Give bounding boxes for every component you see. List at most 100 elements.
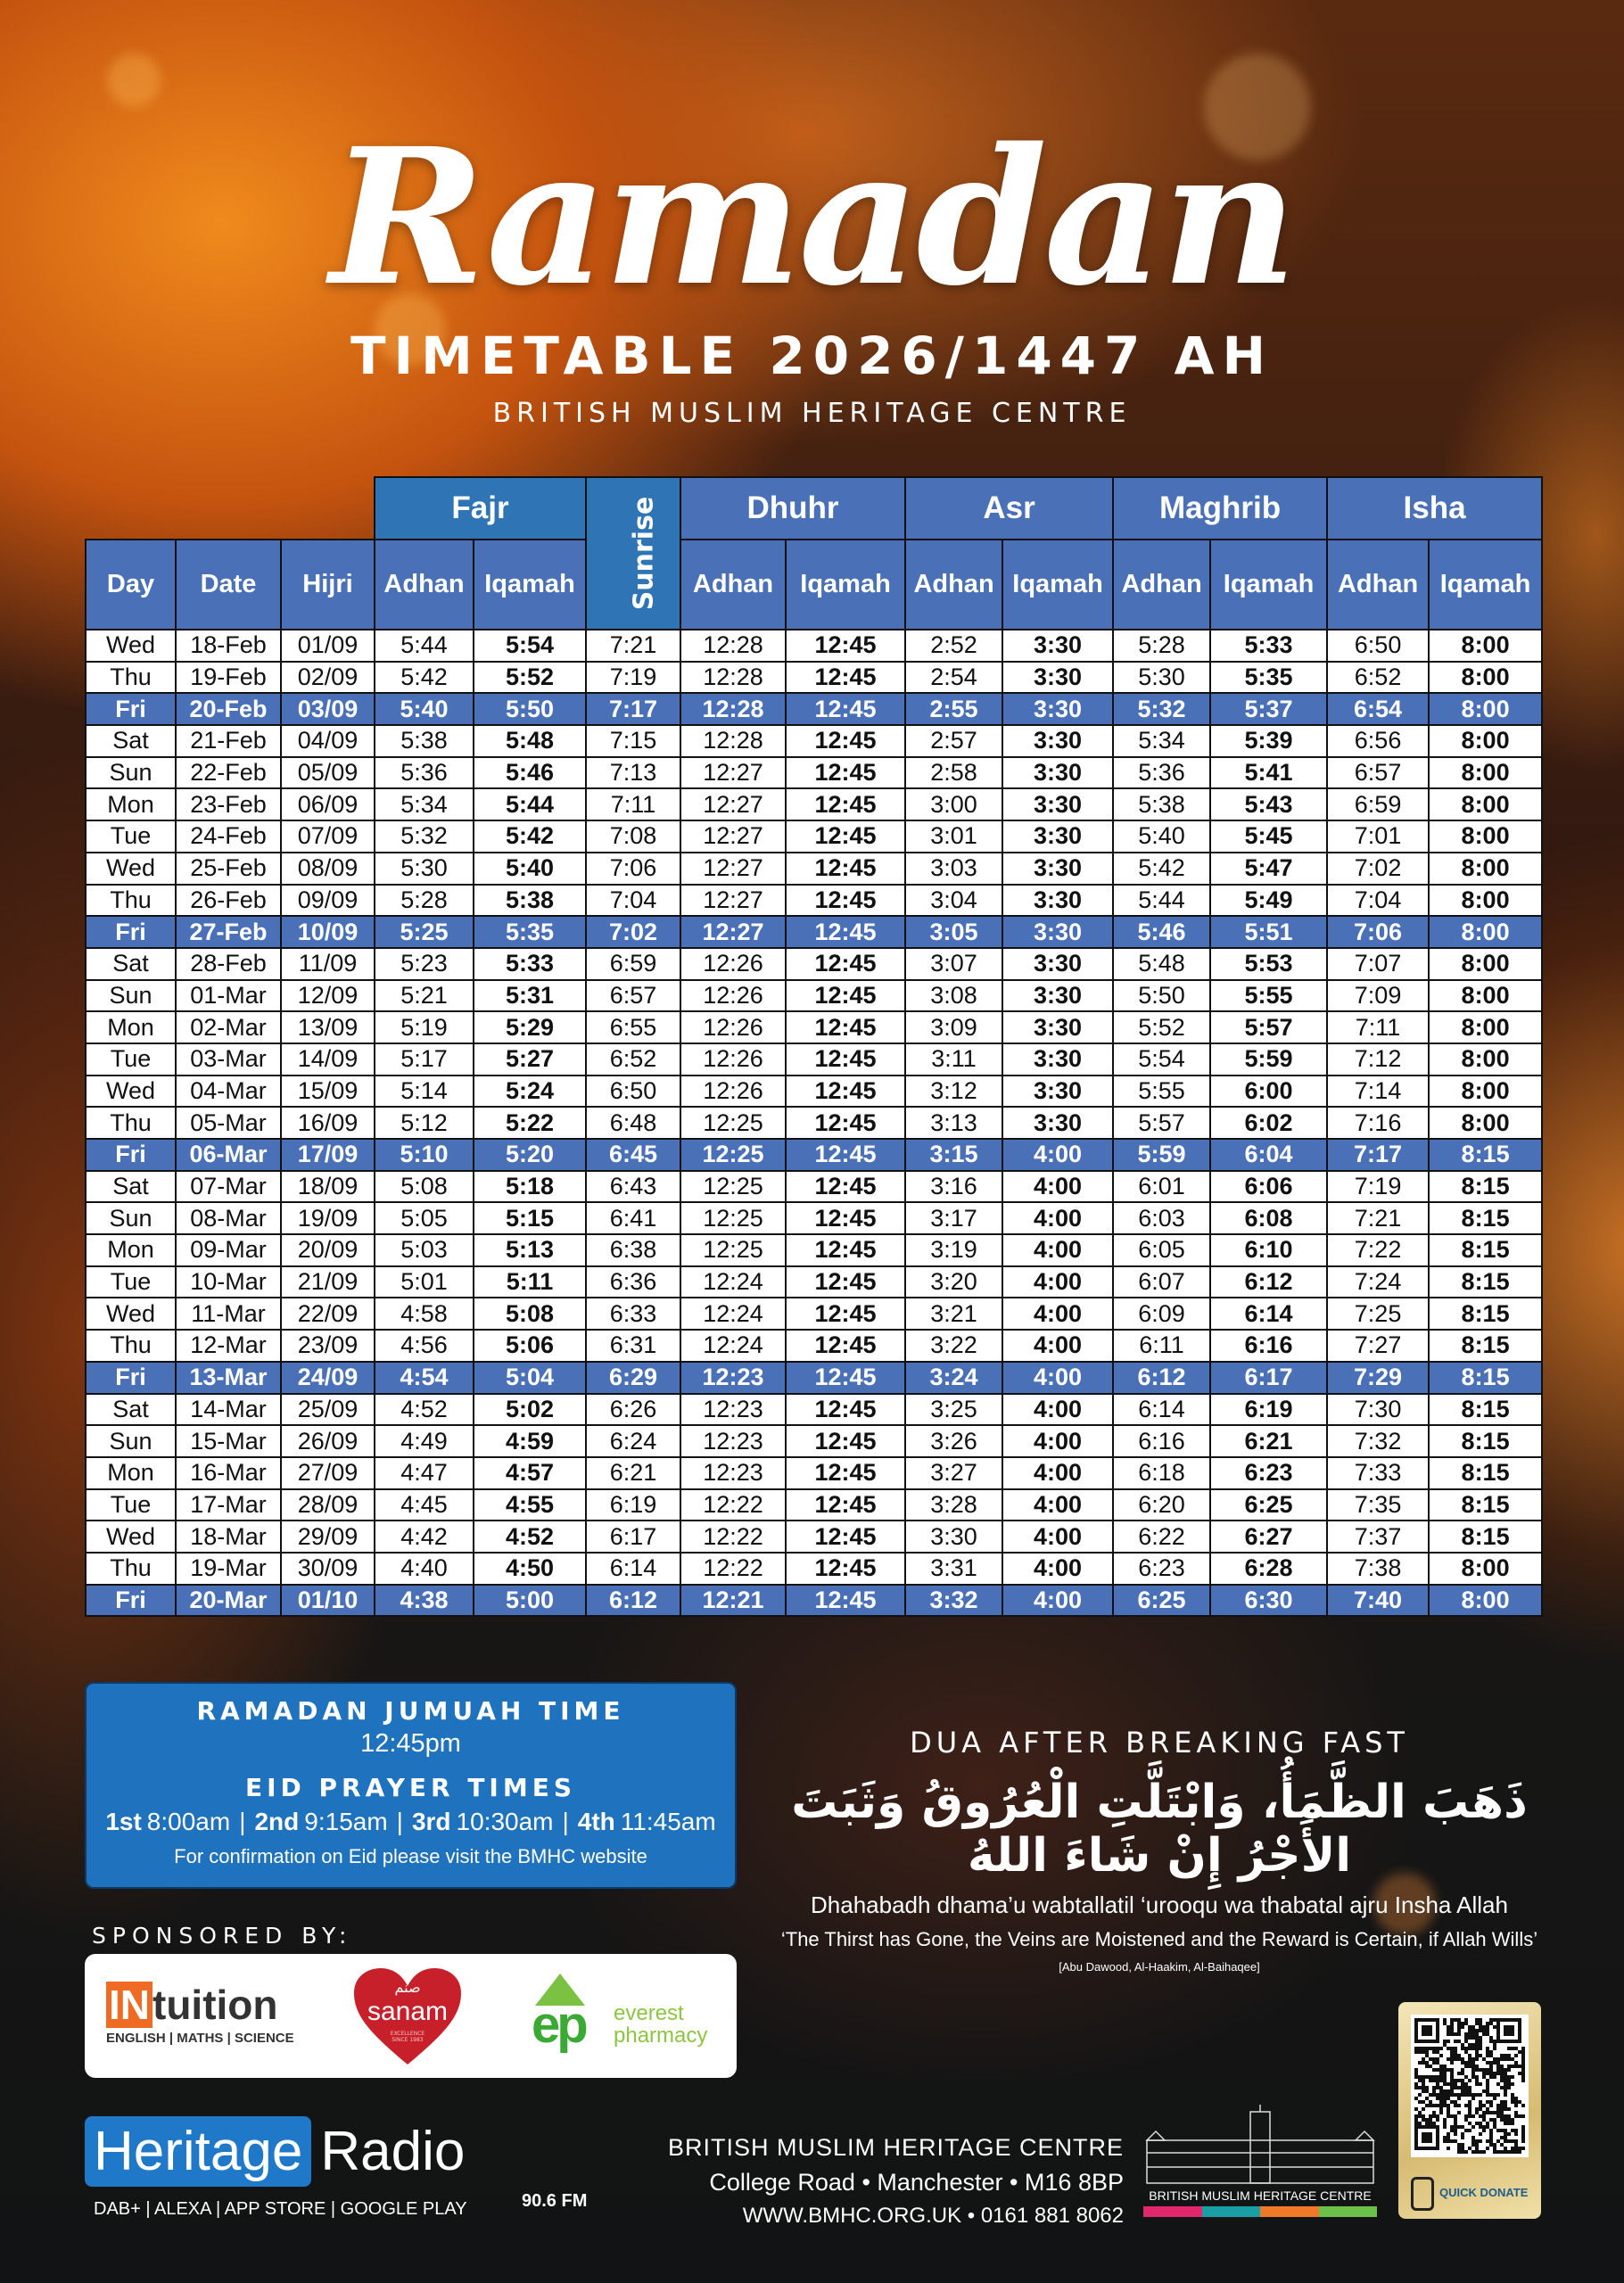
prayer-timetable: Fajr Sunrise Dhuhr Asr Maghrib Isha Day D… bbox=[85, 476, 1544, 1618]
cell-dhuhr-adhan: 12:26 bbox=[680, 1074, 787, 1109]
cell-maghrib-iqamah: 6:28 bbox=[1209, 1551, 1329, 1586]
cell-day: Sat bbox=[85, 1169, 177, 1204]
cell-fajr-adhan: 5:38 bbox=[374, 724, 475, 758]
cell-isha-adhan: 7:07 bbox=[1326, 946, 1430, 981]
cell-maghrib-iqamah: 6:25 bbox=[1209, 1488, 1329, 1522]
cell-day: Mon bbox=[85, 1010, 177, 1044]
cell-sunrise: 6:33 bbox=[585, 1297, 682, 1331]
jumuah-heading: RAMADAN JUMUAH TIME bbox=[196, 1696, 625, 1726]
cell-sunrise: 6:38 bbox=[585, 1233, 682, 1267]
cell-fajr-iqamah: 5:06 bbox=[473, 1329, 588, 1363]
timetable-body: Wed 18-Feb 01/09 5:44 5:54 7:21 12:28 12:45 2:52… bbox=[85, 629, 1544, 1618]
cell-day: Fri bbox=[85, 1138, 177, 1172]
qr-code-icon[interactable] bbox=[1411, 2015, 1529, 2157]
cell-sunrise: 7:02 bbox=[585, 915, 682, 949]
cell-hijri: 30/09 bbox=[279, 1551, 376, 1586]
cell-fajr-iqamah: 4:59 bbox=[473, 1424, 588, 1458]
cell-maghrib-iqamah: 6:02 bbox=[1209, 1106, 1329, 1140]
eid-jamaat-time: 8:00am bbox=[146, 1808, 231, 1835]
cell-maghrib-iqamah: 5:53 bbox=[1209, 946, 1329, 981]
cell-dhuhr-adhan: 12:28 bbox=[680, 629, 787, 663]
quick-donate-card[interactable]: QUICK DONATE bbox=[1398, 2002, 1541, 2219]
cell-asr-iqamah: 3:30 bbox=[1002, 978, 1115, 1013]
bmhc-logo-stripes bbox=[1143, 2206, 1377, 2217]
table-row: Fri 13-Mar 24/09 4:54 5:04 6:29 12:23 12:45 3:24… bbox=[85, 1360, 1544, 1395]
cell-asr-iqamah: 4:00 bbox=[1002, 1551, 1115, 1586]
cell-dhuhr-adhan: 12:27 bbox=[680, 755, 787, 790]
cell-day: Thu bbox=[85, 1551, 177, 1586]
cell-hijri: 11/09 bbox=[279, 946, 376, 981]
cell-isha-adhan: 7:01 bbox=[1326, 820, 1430, 853]
cell-hijri: 18/09 bbox=[279, 1169, 376, 1204]
cell-maghrib-adhan: 5:55 bbox=[1112, 1074, 1212, 1109]
bokeh-light bbox=[375, 294, 446, 366]
cell-asr-adhan: 3:25 bbox=[904, 1392, 1004, 1427]
cell-maghrib-iqamah: 6:14 bbox=[1209, 1297, 1329, 1331]
cell-sunrise: 6:17 bbox=[585, 1520, 682, 1554]
cell-date: 19-Feb bbox=[175, 660, 282, 695]
cell-dhuhr-iqamah: 12:45 bbox=[785, 1392, 907, 1427]
cell-maghrib-iqamah: 6:04 bbox=[1209, 1138, 1329, 1172]
cell-sunrise: 7:17 bbox=[585, 692, 682, 727]
cell-dhuhr-adhan: 12:25 bbox=[680, 1201, 787, 1236]
separator: | bbox=[396, 1808, 403, 1835]
cell-asr-adhan: 3:04 bbox=[904, 883, 1004, 918]
cell-sunrise: 6:41 bbox=[585, 1201, 682, 1236]
quick-donate-label[interactable]: QUICK DONATE bbox=[1439, 2186, 1529, 2199]
cell-dhuhr-iqamah: 12:45 bbox=[785, 1169, 907, 1204]
cell-fajr-adhan: 5:34 bbox=[374, 787, 475, 822]
cell-fajr-iqamah: 5:52 bbox=[473, 660, 588, 695]
eid-jamaat-label: 4th bbox=[577, 1808, 615, 1835]
cell-maghrib-iqamah: 6:10 bbox=[1209, 1233, 1329, 1267]
everest-name-line2: pharmacy bbox=[614, 2023, 708, 2048]
footer-contact[interactable]: WWW.BMHC.ORG.UK • 0161 881 8062 bbox=[742, 2204, 1124, 2228]
group-header-dhuhr: Dhuhr bbox=[680, 476, 907, 540]
table-row: Thu 19-Feb 02/09 5:42 5:52 7:19 12:28 12:45 2:54… bbox=[85, 660, 1544, 695]
cell-isha-iqamah: 8:00 bbox=[1428, 629, 1544, 663]
cell-asr-iqamah: 4:00 bbox=[1002, 1201, 1115, 1236]
cell-maghrib-iqamah: 5:51 bbox=[1209, 915, 1329, 949]
cell-maghrib-iqamah: 5:41 bbox=[1209, 755, 1329, 790]
cell-isha-iqamah: 8:15 bbox=[1428, 1233, 1544, 1267]
cell-maghrib-iqamah: 5:45 bbox=[1209, 820, 1329, 853]
cell-sunrise: 6:19 bbox=[585, 1488, 682, 1522]
cell-hijri: 19/09 bbox=[279, 1201, 376, 1236]
cell-date: 12-Mar bbox=[175, 1329, 282, 1363]
cell-sunrise: 6:43 bbox=[585, 1169, 682, 1204]
cell-fajr-iqamah: 5:13 bbox=[473, 1233, 588, 1267]
cell-dhuhr-iqamah: 12:45 bbox=[785, 1329, 907, 1363]
cell-isha-adhan: 7:33 bbox=[1326, 1455, 1430, 1490]
cell-fajr-adhan: 5:10 bbox=[374, 1138, 475, 1172]
cell-fajr-iqamah: 5:35 bbox=[473, 915, 588, 949]
table-row: Fri 06-Mar 17/09 5:10 5:20 6:45 12:25 12:45 3:15… bbox=[85, 1138, 1544, 1172]
cell-isha-adhan: 7:04 bbox=[1326, 883, 1430, 918]
cell-sunrise: 6:29 bbox=[585, 1360, 682, 1395]
column-header-asr-adhan: Adhan bbox=[904, 539, 1004, 631]
cell-hijri: 07/09 bbox=[279, 820, 376, 853]
cell-asr-adhan: 3:30 bbox=[904, 1520, 1004, 1554]
cell-maghrib-iqamah: 5:33 bbox=[1209, 629, 1329, 663]
cell-fajr-adhan: 5:05 bbox=[374, 1201, 475, 1236]
cell-fajr-iqamah: 5:46 bbox=[473, 755, 588, 790]
eid-jamaat-time: 10:30am bbox=[456, 1808, 554, 1835]
cell-dhuhr-adhan: 12:22 bbox=[680, 1551, 787, 1586]
cell-dhuhr-adhan: 12:27 bbox=[680, 851, 787, 886]
cell-dhuhr-iqamah: 12:45 bbox=[785, 915, 907, 949]
cell-asr-iqamah: 3:30 bbox=[1002, 946, 1115, 981]
cell-sunrise: 7:19 bbox=[585, 660, 682, 695]
table-row: Wed 25-Feb 08/09 5:30 5:40 7:06 12:27 12:45 3:03… bbox=[85, 851, 1544, 886]
cell-asr-iqamah: 3:30 bbox=[1002, 755, 1115, 790]
cell-isha-iqamah: 8:00 bbox=[1428, 1010, 1544, 1044]
footer-address-line: College Road • Manchester • M16 8BP bbox=[709, 2169, 1124, 2196]
cell-isha-adhan: 7:29 bbox=[1326, 1360, 1430, 1395]
cell-maghrib-iqamah: 5:57 bbox=[1209, 1010, 1329, 1044]
cell-isha-iqamah: 8:15 bbox=[1428, 1169, 1544, 1204]
cell-date: 14-Mar bbox=[175, 1392, 282, 1427]
logo-stripe bbox=[1143, 2206, 1202, 2217]
cell-maghrib-iqamah: 6:00 bbox=[1209, 1074, 1329, 1109]
cell-fajr-adhan: 4:40 bbox=[374, 1551, 475, 1586]
cell-isha-iqamah: 8:00 bbox=[1428, 724, 1544, 758]
cell-asr-adhan: 2:55 bbox=[904, 692, 1004, 727]
cell-isha-iqamah: 8:00 bbox=[1428, 946, 1544, 981]
cell-isha-iqamah: 8:15 bbox=[1428, 1520, 1544, 1554]
